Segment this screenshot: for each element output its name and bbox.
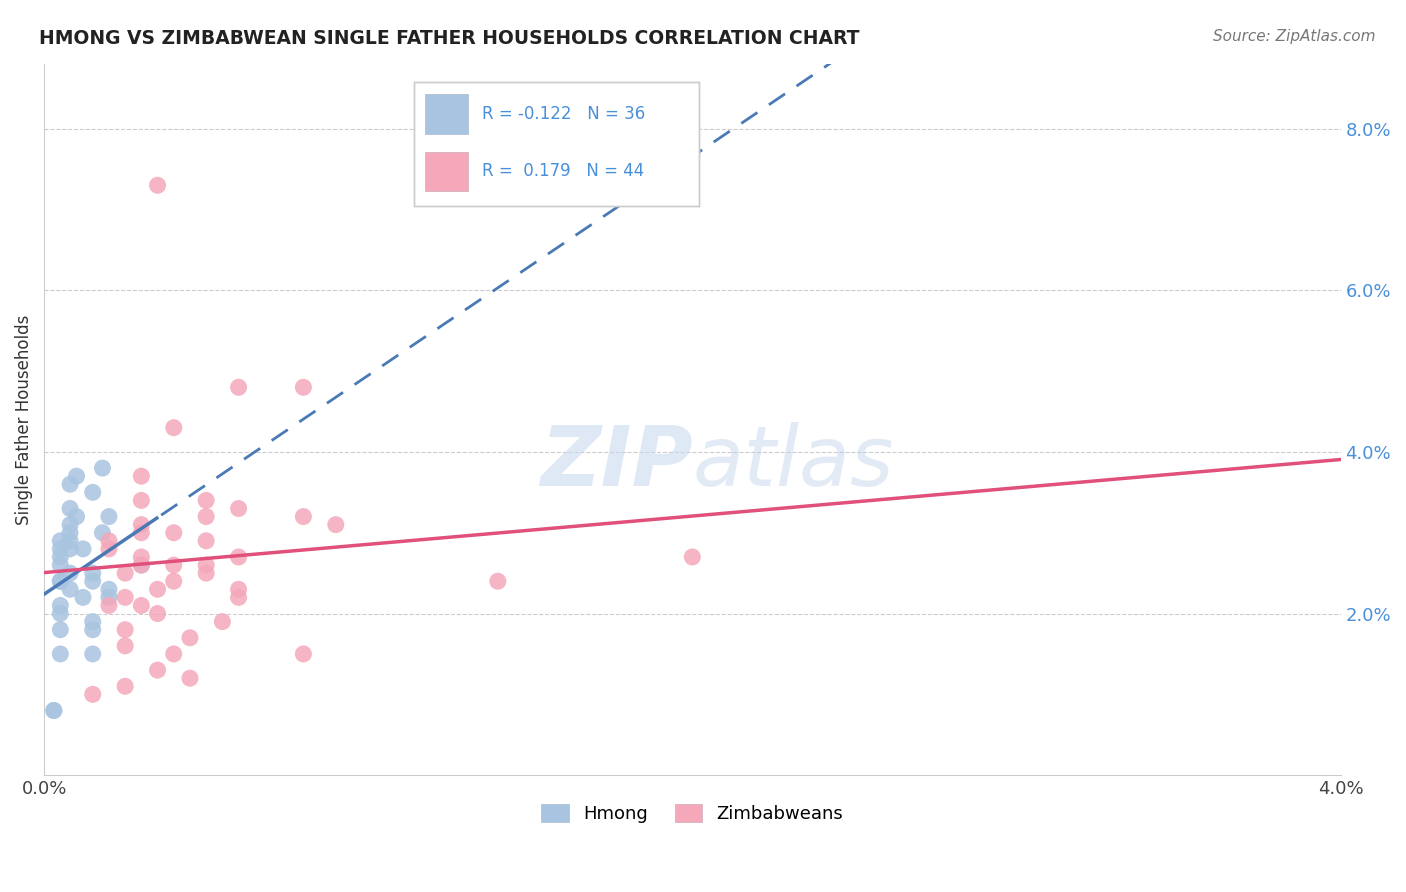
Legend: Hmong, Zimbabweans: Hmong, Zimbabweans bbox=[534, 797, 851, 830]
Point bbox=[42, 704, 65, 718]
Point bbox=[59, 541, 82, 556]
Point bbox=[82, 623, 104, 637]
Point bbox=[292, 380, 315, 394]
Point bbox=[292, 509, 315, 524]
Point bbox=[179, 671, 201, 685]
Point bbox=[146, 178, 169, 193]
Point bbox=[97, 533, 120, 548]
Point bbox=[59, 582, 82, 597]
Point bbox=[131, 558, 153, 572]
Point bbox=[59, 517, 82, 532]
Point bbox=[82, 485, 104, 500]
Point bbox=[195, 493, 218, 508]
Point bbox=[97, 599, 120, 613]
Text: Source: ZipAtlas.com: Source: ZipAtlas.com bbox=[1212, 29, 1375, 45]
Point bbox=[59, 525, 82, 540]
Point bbox=[163, 647, 186, 661]
Point bbox=[163, 420, 186, 434]
Point bbox=[131, 599, 153, 613]
Point bbox=[163, 574, 186, 589]
Text: atlas: atlas bbox=[692, 422, 894, 503]
Point bbox=[179, 631, 201, 645]
Point bbox=[59, 566, 82, 581]
Point bbox=[49, 558, 72, 572]
Point bbox=[97, 582, 120, 597]
Y-axis label: Single Father Households: Single Father Households bbox=[15, 314, 32, 524]
Point bbox=[65, 469, 87, 483]
Point bbox=[72, 591, 94, 605]
Point bbox=[292, 647, 315, 661]
Point bbox=[195, 558, 218, 572]
Point bbox=[228, 591, 250, 605]
Point bbox=[59, 533, 82, 548]
Point bbox=[228, 549, 250, 564]
Point bbox=[59, 501, 82, 516]
Point bbox=[195, 566, 218, 581]
Point bbox=[211, 615, 233, 629]
Point bbox=[49, 549, 72, 564]
Point bbox=[49, 647, 72, 661]
Point bbox=[114, 623, 136, 637]
Point bbox=[114, 679, 136, 693]
Point bbox=[131, 549, 153, 564]
Point bbox=[114, 591, 136, 605]
Point bbox=[146, 582, 169, 597]
Point bbox=[42, 704, 65, 718]
Point bbox=[163, 558, 186, 572]
Point bbox=[131, 517, 153, 532]
Point bbox=[49, 607, 72, 621]
Point bbox=[91, 461, 114, 475]
Point bbox=[131, 493, 153, 508]
Text: ZIP: ZIP bbox=[540, 422, 692, 503]
Point bbox=[131, 469, 153, 483]
Point bbox=[486, 574, 509, 589]
Point bbox=[325, 517, 347, 532]
Point bbox=[65, 509, 87, 524]
Point bbox=[49, 541, 72, 556]
Point bbox=[49, 599, 72, 613]
Point bbox=[131, 525, 153, 540]
Point bbox=[59, 477, 82, 491]
Point bbox=[97, 541, 120, 556]
Point bbox=[228, 380, 250, 394]
Point bbox=[82, 615, 104, 629]
Point bbox=[114, 639, 136, 653]
Point bbox=[195, 509, 218, 524]
Point bbox=[97, 509, 120, 524]
Point bbox=[228, 582, 250, 597]
Point bbox=[82, 574, 104, 589]
Point bbox=[228, 501, 250, 516]
Point bbox=[49, 623, 72, 637]
Point bbox=[97, 591, 120, 605]
Point bbox=[195, 533, 218, 548]
Point bbox=[49, 574, 72, 589]
Point bbox=[91, 525, 114, 540]
Point bbox=[681, 549, 703, 564]
Point bbox=[146, 663, 169, 677]
Point bbox=[163, 525, 186, 540]
Point bbox=[82, 687, 104, 701]
Point bbox=[131, 558, 153, 572]
Text: HMONG VS ZIMBABWEAN SINGLE FATHER HOUSEHOLDS CORRELATION CHART: HMONG VS ZIMBABWEAN SINGLE FATHER HOUSEH… bbox=[39, 29, 860, 48]
Point bbox=[82, 647, 104, 661]
Point bbox=[114, 566, 136, 581]
Point bbox=[49, 533, 72, 548]
Point bbox=[72, 541, 94, 556]
Point bbox=[49, 574, 72, 589]
Point bbox=[82, 566, 104, 581]
Point bbox=[146, 607, 169, 621]
